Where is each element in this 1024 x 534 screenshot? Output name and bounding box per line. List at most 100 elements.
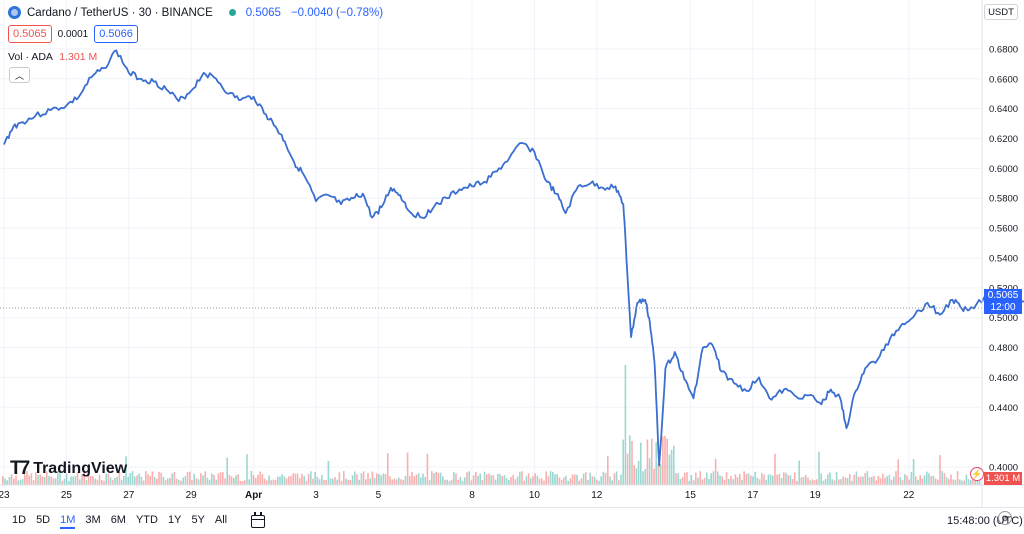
volume-bar xyxy=(552,471,554,485)
volume-bar xyxy=(769,474,772,485)
volume-bar xyxy=(250,471,253,485)
volume-bar xyxy=(767,474,770,485)
volume-bar xyxy=(228,474,231,485)
range-button-6m[interactable]: 6M xyxy=(110,513,126,526)
volume-bar xyxy=(934,478,937,485)
symbol-title[interactable]: Cardano / TetherUS · 30 · BINANCE xyxy=(27,6,213,19)
volume-bar xyxy=(351,475,354,485)
volume-bar xyxy=(332,478,334,485)
volume-bar xyxy=(171,473,173,485)
volume-bar xyxy=(912,458,915,485)
volume-bar xyxy=(508,480,510,485)
volume-bar xyxy=(512,474,514,485)
volume-bar xyxy=(882,473,884,485)
volume-bar xyxy=(189,471,191,485)
volume-bar xyxy=(754,471,756,485)
volume-bar xyxy=(580,478,583,485)
volume-bar xyxy=(101,479,103,485)
range-button-1y[interactable]: 1Y xyxy=(167,513,182,526)
volume-bar xyxy=(567,480,569,485)
volume-bar xyxy=(743,471,745,485)
volume-bar xyxy=(162,476,165,485)
range-button-1d[interactable]: 1D xyxy=(12,513,27,526)
volume-bar xyxy=(699,471,701,485)
volume-bar xyxy=(270,480,272,485)
volume-bar xyxy=(527,473,530,485)
range-button-1m[interactable]: 1M xyxy=(60,514,76,529)
volume-bar xyxy=(235,475,237,485)
volume-bar xyxy=(415,474,418,485)
range-button-ytd[interactable]: YTD xyxy=(135,513,158,526)
collapse-legend-button[interactable]: ︿ xyxy=(9,67,30,83)
volume-bar xyxy=(519,471,521,485)
volume-bar xyxy=(252,475,255,485)
volume-bar xyxy=(294,473,297,485)
volume-bar xyxy=(761,473,763,485)
volume-bar xyxy=(340,480,343,485)
volume-bar xyxy=(307,473,310,485)
currency-selector[interactable]: USDT xyxy=(984,4,1018,20)
volume-bar xyxy=(796,480,798,485)
volume-bar xyxy=(404,475,407,485)
volume-bar xyxy=(532,476,534,485)
volume-bar xyxy=(109,477,112,485)
volume-bar xyxy=(937,479,939,485)
volume-bar xyxy=(479,473,481,485)
range-button-3m[interactable]: 3M xyxy=(85,513,101,526)
volume-bar xyxy=(57,471,59,485)
volume-bar xyxy=(83,472,85,485)
y-tick-label: 0.5800 xyxy=(989,194,1018,205)
volume-bar xyxy=(373,477,376,485)
price-line[interactable] xyxy=(3,49,1024,467)
volume-bar xyxy=(21,479,24,485)
volume-bar xyxy=(349,480,352,485)
range-button-all[interactable]: All xyxy=(214,513,228,526)
volume-bar xyxy=(679,479,682,485)
volume-bar xyxy=(829,472,831,485)
range-button-5y[interactable]: 5Y xyxy=(191,513,205,526)
volume-bar xyxy=(274,479,277,485)
calendar-icon[interactable] xyxy=(251,511,266,528)
volume-bar xyxy=(378,473,380,485)
volume-bar xyxy=(136,475,138,485)
lightning-icon[interactable]: ⚡ xyxy=(970,467,984,481)
volume-bar xyxy=(283,476,286,485)
volume-bar xyxy=(739,473,741,485)
volume-bar xyxy=(686,472,688,485)
volume-bar xyxy=(818,451,820,485)
volume-bar xyxy=(862,476,864,485)
price-axis[interactable]: 0.6800 0.6600 0.6400 0.6200 0.6000 0.5800 0.56… xyxy=(981,0,1018,507)
volume-bar xyxy=(488,473,490,485)
price-chart[interactable]: 0.6800 0.6600 0.6400 0.6200 0.6000 0.5800 0.56… xyxy=(0,0,1024,507)
volume-bar xyxy=(600,476,602,485)
y-tick-label: 0.4400 xyxy=(989,403,1018,414)
volume-bar xyxy=(684,472,686,485)
tradingview-logo[interactable]: T7 TradingView xyxy=(10,458,127,480)
volume-bar xyxy=(851,480,853,485)
volume-bar xyxy=(76,472,79,485)
volume-bar xyxy=(233,477,235,485)
volume-bar xyxy=(325,480,327,485)
sell-button[interactable]: 0.5065 xyxy=(8,25,52,43)
volume-bar xyxy=(173,471,176,485)
volume-bar xyxy=(347,479,349,485)
volume-bar xyxy=(587,479,589,485)
time-axis[interactable]: 23 25 27 29 Apr 3 5 8 10 12 15 17 19 22 xyxy=(0,484,1024,501)
volume-bar xyxy=(730,476,732,485)
volume-bar xyxy=(288,476,290,485)
range-button-5d[interactable]: 5D xyxy=(36,513,51,526)
volume-bar xyxy=(241,480,244,485)
volume-bar xyxy=(2,476,4,485)
volume-bar xyxy=(791,479,794,485)
volume-bar xyxy=(175,478,178,485)
volume-bar xyxy=(61,480,63,485)
buy-button[interactable]: 0.5066 xyxy=(94,25,138,43)
volume-bar xyxy=(219,472,222,485)
volume-bar xyxy=(950,474,952,485)
volume-bar xyxy=(384,474,387,485)
volume-bar xyxy=(457,479,459,485)
volume-bar xyxy=(549,471,552,485)
volume-bar xyxy=(68,480,70,485)
volume-bar xyxy=(147,474,149,485)
settings-gear-icon[interactable]: ⚙ xyxy=(998,511,1012,525)
